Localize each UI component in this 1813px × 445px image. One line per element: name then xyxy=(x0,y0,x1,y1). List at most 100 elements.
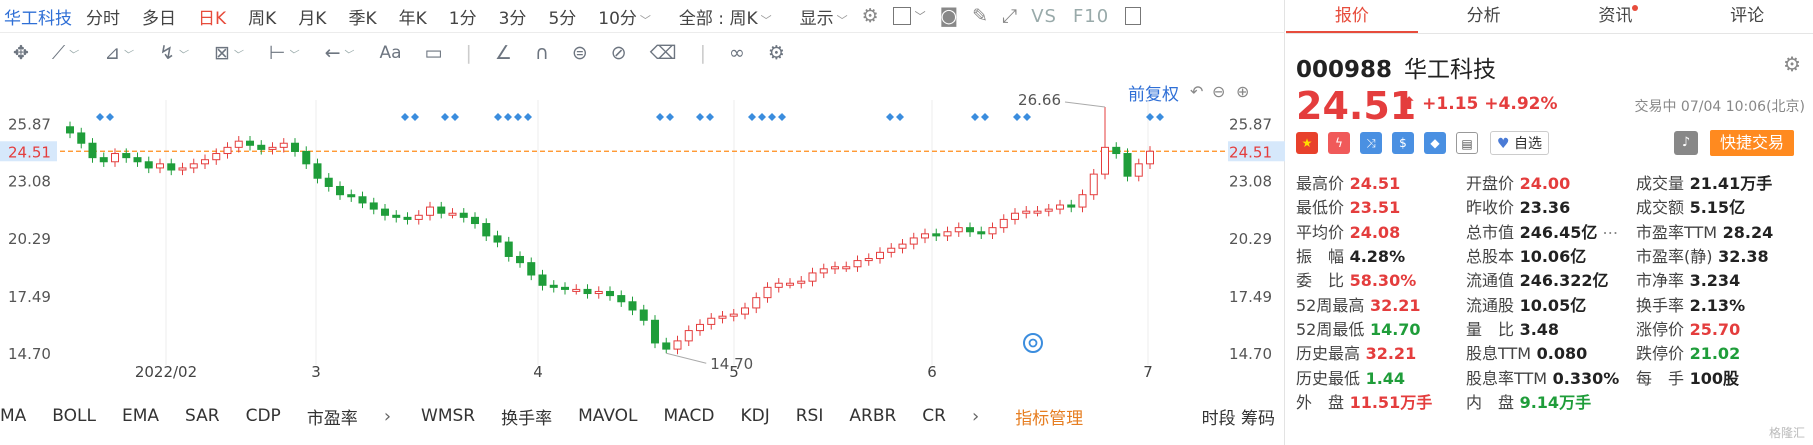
comment-tool-icon[interactable]: ▭ xyxy=(424,42,443,64)
undo-icon[interactable]: ↶ xyxy=(1190,82,1204,101)
layout-box-icon[interactable] xyxy=(892,7,911,25)
crosshair-icon[interactable]: ✥ xyxy=(13,42,29,64)
tab-period-7[interactable]: 1分 xyxy=(448,8,477,29)
tool-settings-icon[interactable]: ⚙ xyxy=(767,42,785,64)
event-marker-icon xyxy=(401,113,409,121)
indicator-rsi[interactable]: RSI xyxy=(795,406,824,426)
gear-icon[interactable]: ⚙ xyxy=(1783,52,1801,76)
pen-icon[interactable]: ✎ xyxy=(972,5,988,27)
indicator-cdp[interactable]: CDP xyxy=(245,406,281,426)
tab-period-6[interactable]: 年K xyxy=(398,8,427,29)
fast-trade-button[interactable]: 快捷交易 xyxy=(1710,130,1794,156)
indicator-management-button[interactable]: 指标管理 xyxy=(1015,408,1084,429)
indicator-ma[interactable]: MA xyxy=(0,406,27,426)
indicator-boll[interactable]: BOLL xyxy=(52,406,96,426)
stat-label: 流通股 xyxy=(1466,295,1515,315)
indicator-mavol[interactable]: MAVOL xyxy=(578,406,638,426)
chevron-down-icon[interactable]: ﹀ xyxy=(177,49,188,61)
indicator-turnover[interactable]: 换手率 xyxy=(501,408,553,429)
sidebar-toggle-icon[interactable] xyxy=(1125,7,1142,25)
candle-body xyxy=(561,286,569,290)
link-icon[interactable]: ∞ xyxy=(728,42,745,64)
stats-row: 历史最高 32.21 股息TTM 0.080 跌停价 21.02 xyxy=(1296,340,1806,364)
flash-icon[interactable]: ϟ xyxy=(1328,132,1350,154)
chevron-right-icon[interactable]: › xyxy=(383,405,392,427)
bell-icon[interactable]: ♪ xyxy=(1674,131,1698,155)
text-tool-icon[interactable]: Aa xyxy=(379,43,402,63)
dollar-icon[interactable]: $ xyxy=(1392,132,1414,154)
tab-period-3[interactable]: 周K xyxy=(248,8,277,29)
shuffle-icon[interactable]: ⤨ xyxy=(1360,132,1382,154)
candle-body xyxy=(392,214,401,218)
indicator-wmsr[interactable]: WMSR xyxy=(421,406,476,426)
trash-icon[interactable]: ⌫ xyxy=(649,42,677,64)
adjust-mode-link[interactable]: 前复权 xyxy=(1128,85,1179,105)
chevron-down-icon[interactable]: ﹀ xyxy=(122,49,133,61)
candle-body xyxy=(201,159,209,165)
magnet-icon[interactable]: ∩ xyxy=(534,42,549,64)
arrow-tool-icon[interactable]: ← xyxy=(324,42,341,64)
tab-period-4[interactable]: 月K xyxy=(298,8,327,29)
add-watchlist-button[interactable]: ♥ 自选 xyxy=(1490,131,1550,155)
candle-body xyxy=(448,212,457,216)
chevron-down-icon[interactable]: ﹀ xyxy=(232,49,242,61)
f10-button[interactable]: F10 xyxy=(1072,5,1110,27)
stock-name-link[interactable]: 华工科技 xyxy=(4,8,72,29)
period-chips-button[interactable]: 时段 筹码 xyxy=(1201,408,1275,429)
tab-period-1[interactable]: 多日 xyxy=(142,8,176,29)
stat-value: 0.080 xyxy=(1531,344,1588,364)
indicator-sar[interactable]: SAR xyxy=(185,406,220,426)
indicator-cr[interactable]: CR xyxy=(922,406,946,426)
chevron-down-icon[interactable]: ﹀ xyxy=(342,49,353,61)
price-tick-label: 23.08 xyxy=(1229,173,1272,191)
more-icon[interactable]: ⋯ xyxy=(1597,222,1619,242)
line-tool-icon[interactable]: ⟋ xyxy=(51,42,66,64)
display-select[interactable]: 显示 ﹀ xyxy=(800,4,848,29)
tag-icon[interactable]: ◆ xyxy=(1424,132,1446,154)
price-change: ⬆ +1.15 +4.92% xyxy=(1402,94,1558,114)
chevron-down-icon[interactable]: ﹀ xyxy=(287,49,298,61)
period-10-select[interactable]: 10分 ﹀ xyxy=(598,4,651,29)
fib-tool-icon[interactable]: ⊠ xyxy=(214,42,230,64)
tab-period-2[interactable]: 日K xyxy=(198,8,227,29)
tab-comments[interactable]: 评论 xyxy=(1730,6,1765,26)
zoom-out-icon[interactable]: ⊖ xyxy=(1212,82,1226,101)
eye-icon[interactable]: ⊜ xyxy=(571,42,588,64)
indicator-arbr[interactable]: ARBR xyxy=(849,406,897,426)
candle-body xyxy=(999,218,1008,229)
candle-body xyxy=(527,262,536,276)
candle-body xyxy=(977,231,986,235)
indicator-macd[interactable]: MACD xyxy=(663,406,715,426)
settings-icon[interactable]: ⚙ xyxy=(861,5,879,27)
tab-period-9[interactable]: 5分 xyxy=(548,8,577,29)
channel-tool-icon[interactable]: ⊿ xyxy=(104,42,121,64)
zoom-in-icon[interactable]: ⊕ xyxy=(1236,82,1250,101)
tab-period-8[interactable]: 3分 xyxy=(498,8,527,29)
event-marker-icon xyxy=(514,113,522,121)
wave-tool-icon[interactable]: ↯ xyxy=(159,42,176,64)
price-tick-label: 25.87 xyxy=(1229,115,1272,133)
chevron-down-icon[interactable]: ﹀ xyxy=(67,49,78,61)
tab-period-5[interactable]: 季K xyxy=(348,8,377,29)
chevron-down-icon[interactable]: ﹀ xyxy=(914,10,926,23)
tab-period-0[interactable]: 分时 xyxy=(86,8,120,29)
stats-row: 历史最低 1.44 股息率TTM 0.330% 每 手 100股 xyxy=(1296,364,1806,388)
angle-tool-icon[interactable]: ∠ xyxy=(494,42,512,64)
tab-analysis[interactable]: 分析 xyxy=(1466,6,1501,26)
fullscreen-icon[interactable]: ⤢ xyxy=(1002,5,1018,27)
indicator-kdj[interactable]: KDJ xyxy=(740,406,770,426)
adjust-select[interactable]: 全部 : 周K ﹀ xyxy=(679,4,772,29)
notice-at-icon xyxy=(1023,333,1043,353)
camera-icon[interactable]: ◙ xyxy=(939,5,959,27)
indicator-ema[interactable]: EMA xyxy=(121,406,160,426)
price-tick-label: 25.87 xyxy=(8,115,51,133)
tab-quote[interactable]: 报价 xyxy=(1286,0,1418,33)
vs-button[interactable]: VS xyxy=(1031,5,1057,27)
tab-news[interactable]: 资讯 xyxy=(1550,0,1682,33)
measure-tool-icon[interactable]: ⊢ xyxy=(269,42,286,64)
candlestick-chart[interactable]: 25.87 25.87 24.51 24.51 23.08 23.08 20.29 20.29… xyxy=(0,0,1285,400)
hide-icon[interactable]: ⊘ xyxy=(610,42,627,64)
indicator-pe[interactable]: 市盈率 xyxy=(306,408,358,429)
chevron-right-icon[interactable]: › xyxy=(971,405,980,427)
bookmark-icon[interactable]: ▤ xyxy=(1456,132,1478,154)
